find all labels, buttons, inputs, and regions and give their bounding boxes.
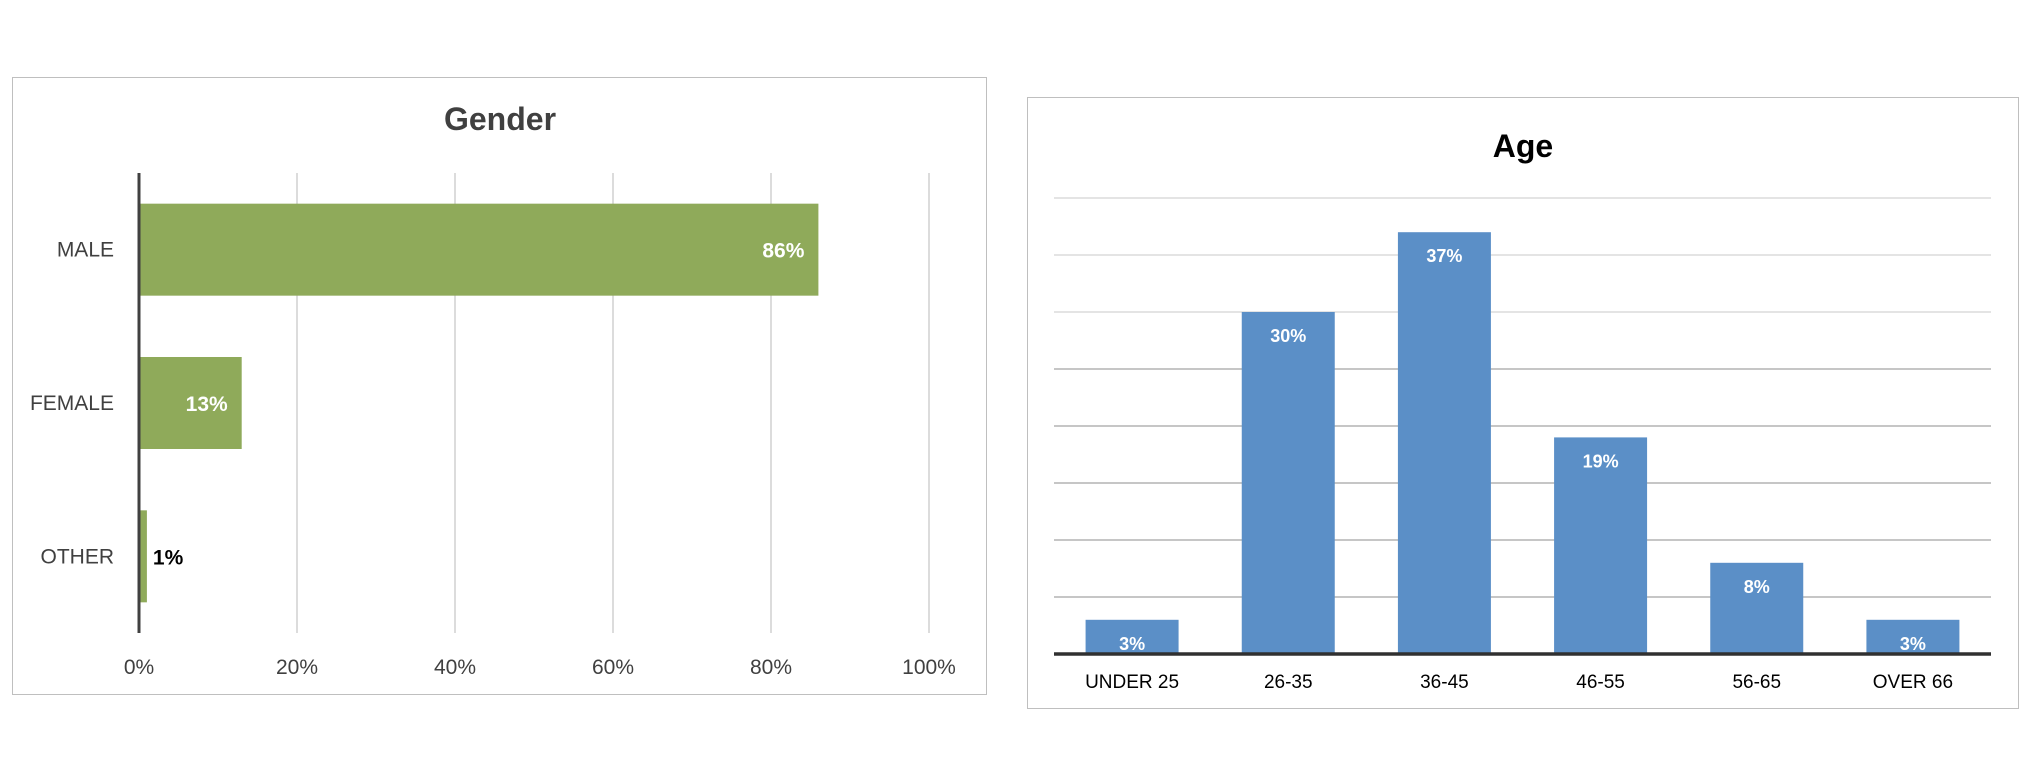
data-label: 13% <box>186 393 228 416</box>
category-label: OTHER <box>41 545 115 568</box>
data-label: 37% <box>1426 246 1462 266</box>
chart-title: Gender <box>444 101 556 137</box>
age-chart-panel: Age 3% UNDER 25 30% 26-35 37% 36-45 19% 46-55 8% 5… <box>1027 97 2019 709</box>
x-tick-label: 100% <box>902 656 956 679</box>
data-label: 3% <box>1119 634 1145 654</box>
bar <box>1397 232 1491 654</box>
data-label: 8% <box>1744 577 1770 597</box>
category-label: 36-45 <box>1420 672 1469 693</box>
bar <box>1554 437 1648 654</box>
gender-chart: Gender 0% 20% 40% 60% 80% 100% MALE 86% FEMALE 13%… <box>30 101 956 679</box>
data-label: 19% <box>1583 451 1619 471</box>
x-tick-label: 80% <box>750 656 792 679</box>
bar <box>1085 619 1179 654</box>
x-tick-label: 60% <box>592 656 634 679</box>
bar <box>139 203 819 296</box>
chart-title: Age <box>1493 128 1553 164</box>
bar <box>139 510 147 603</box>
data-label: 86% <box>762 240 804 263</box>
x-tick-label: 0% <box>124 656 154 679</box>
category-label: 56-65 <box>1732 672 1781 693</box>
x-tick-label: 20% <box>276 656 318 679</box>
category-label: OVER 66 <box>1873 672 1953 693</box>
category-label: 46-55 <box>1576 672 1625 693</box>
category-label: UNDER 25 <box>1085 672 1179 693</box>
category-label: FEMALE <box>30 392 114 415</box>
bar <box>1866 619 1960 654</box>
category-label: MALE <box>57 239 114 262</box>
category-label: 26-35 <box>1264 672 1313 693</box>
bar <box>1241 312 1335 654</box>
bar <box>1710 562 1804 654</box>
bar <box>139 357 242 449</box>
x-tick-label: 40% <box>434 656 476 679</box>
data-label: 30% <box>1270 326 1306 346</box>
data-label: 1% <box>153 546 184 569</box>
gender-chart-panel: Gender 0% 20% 40% 60% 80% 100% MALE 86% FEMALE 13%… <box>12 77 987 695</box>
data-label: 3% <box>1900 634 1926 654</box>
age-chart: Age 3% UNDER 25 30% 26-35 37% 36-45 19% 46-55 8% 5… <box>1054 128 1991 693</box>
